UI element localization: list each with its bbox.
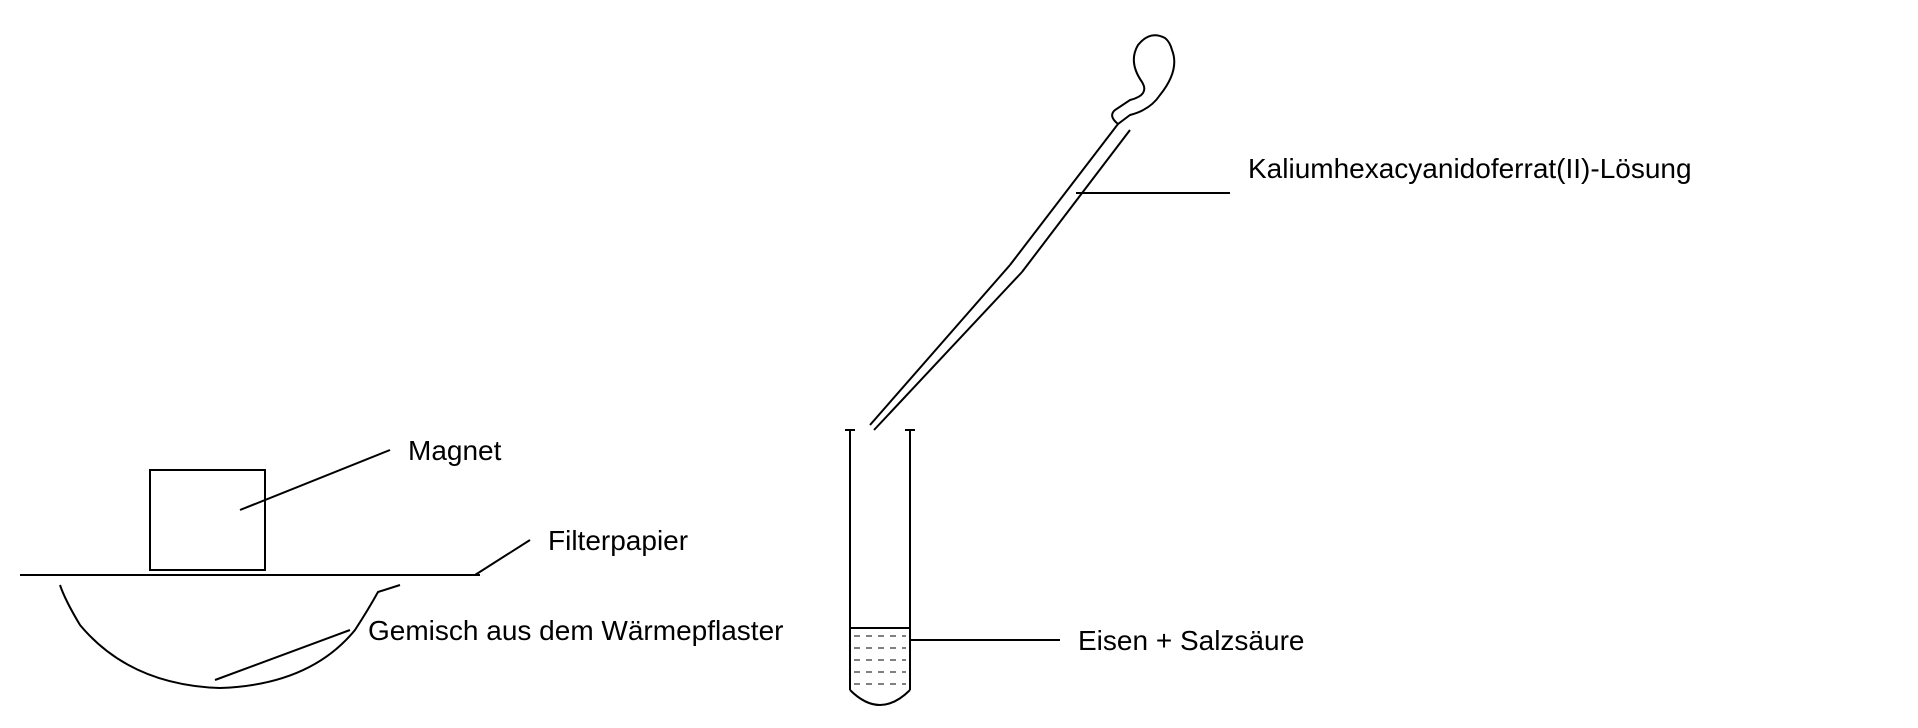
evaporating-dish	[60, 585, 400, 688]
test-tube-bottom	[850, 690, 910, 705]
filter-paper-label: Filterpapier	[548, 525, 688, 556]
pipette-bulb	[1112, 35, 1174, 124]
pipette-tip	[874, 272, 1022, 430]
liquid-hatching	[854, 636, 906, 684]
dish-label: Gemisch aus dem Wärmepflaster	[368, 615, 783, 646]
left-setup: Magnet Filterpapier Gemisch aus dem Wärm…	[20, 435, 783, 688]
tube-label: Eisen + Salzsäure	[1078, 625, 1304, 656]
pipette-tube	[1022, 130, 1130, 272]
pipette-tip	[870, 265, 1010, 425]
right-setup: Kaliumhexacyanidoferrat(II)-Lösung Eisen…	[845, 35, 1692, 705]
magnet-label: Magnet	[408, 435, 502, 466]
pipette-label: Kaliumhexacyanidoferrat(II)-Lösung	[1248, 153, 1692, 184]
diagram-canvas: Magnet Filterpapier Gemisch aus dem Wärm…	[0, 0, 1918, 728]
magnet	[150, 470, 265, 570]
pipette-tube	[1010, 124, 1118, 265]
magnet-leader	[240, 450, 390, 510]
filter-paper-leader	[475, 540, 530, 575]
